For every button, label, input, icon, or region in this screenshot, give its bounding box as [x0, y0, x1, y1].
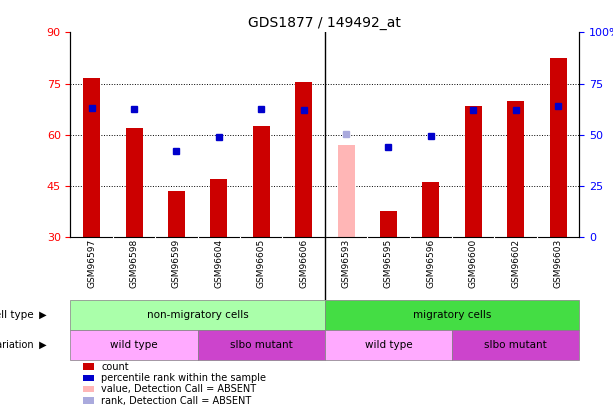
Text: wild type: wild type	[110, 340, 158, 350]
Bar	[550, 58, 566, 237]
Bar	[83, 79, 100, 237]
Text: ▶: ▶	[36, 310, 46, 320]
Title: GDS1877 / 149492_at: GDS1877 / 149492_at	[248, 16, 402, 30]
Text: cell type: cell type	[0, 310, 34, 320]
Text: count: count	[101, 362, 129, 371]
Bar	[380, 211, 397, 237]
Text: GSM96606: GSM96606	[299, 239, 308, 288]
Bar	[465, 106, 482, 237]
Text: percentile rank within the sample: percentile rank within the sample	[101, 373, 266, 383]
Text: GSM96596: GSM96596	[427, 239, 435, 288]
Bar	[507, 100, 524, 237]
Text: GSM96595: GSM96595	[384, 239, 393, 288]
Text: GSM96593: GSM96593	[341, 239, 351, 288]
Bar	[253, 126, 270, 237]
Text: migratory cells: migratory cells	[413, 310, 491, 320]
Text: slbo mutant: slbo mutant	[230, 340, 292, 350]
Text: ▶: ▶	[36, 340, 46, 350]
Text: GSM96599: GSM96599	[172, 239, 181, 288]
Bar	[168, 191, 185, 237]
Text: GSM96597: GSM96597	[87, 239, 96, 288]
Text: GSM96605: GSM96605	[257, 239, 266, 288]
Text: GSM96602: GSM96602	[511, 239, 520, 288]
Text: GSM96600: GSM96600	[469, 239, 478, 288]
Bar	[422, 182, 440, 237]
Text: GSM96604: GSM96604	[215, 239, 223, 288]
Text: genotype/variation: genotype/variation	[0, 340, 34, 350]
Bar	[338, 145, 354, 237]
Bar	[126, 128, 143, 237]
Text: GSM96603: GSM96603	[554, 239, 563, 288]
Text: rank, Detection Call = ABSENT: rank, Detection Call = ABSENT	[101, 396, 251, 405]
Text: slbo mutant: slbo mutant	[484, 340, 547, 350]
Text: wild type: wild type	[365, 340, 413, 350]
Bar	[295, 82, 312, 237]
Text: GSM96598: GSM96598	[129, 239, 139, 288]
Text: non-migratory cells: non-migratory cells	[147, 310, 248, 320]
Text: value, Detection Call = ABSENT: value, Detection Call = ABSENT	[101, 384, 256, 394]
Bar	[210, 179, 227, 237]
